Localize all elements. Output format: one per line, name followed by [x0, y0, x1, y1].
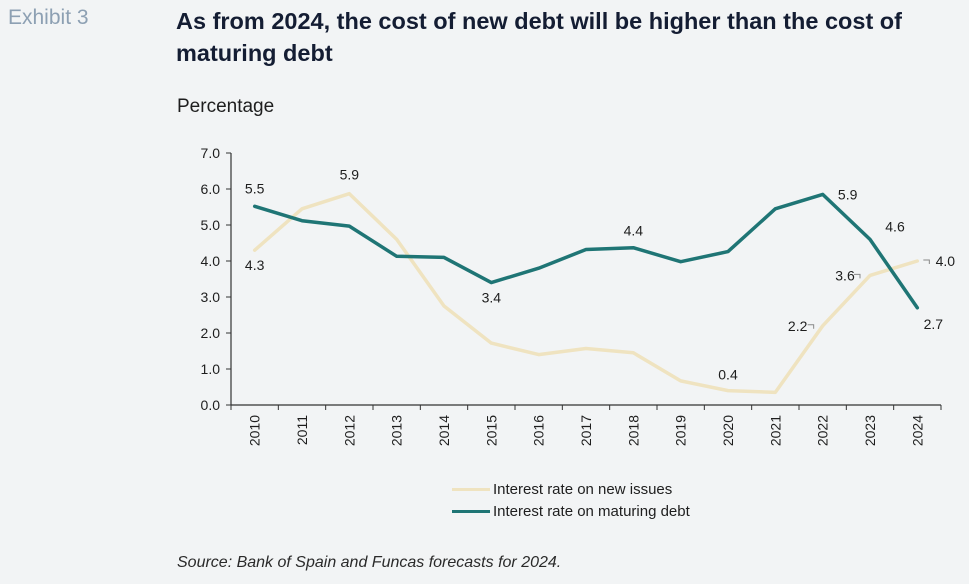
legend: Interest rate on new issues Interest rat… [452, 478, 690, 522]
data-label-new-issues: 4.0 [936, 253, 956, 269]
legend-swatch-new-issues [452, 487, 490, 491]
y-axis-unit-label: Percentage [177, 96, 275, 117]
legend-item-maturing-debt: Interest rate on maturing debt [452, 500, 690, 522]
x-tick-label: 2022 [815, 415, 831, 446]
legend-item-new-issues: Interest rate on new issues [452, 478, 690, 500]
x-tick-label: 2017 [578, 415, 594, 446]
data-label-maturing-debt: 2.7 [924, 316, 944, 332]
x-tick-label: 2021 [767, 415, 783, 446]
data-label-maturing-debt: 4.4 [624, 223, 644, 239]
series-line-new-issues [252, 191, 920, 395]
y-tick-label: 0.0 [201, 397, 221, 413]
data-label-new-issues: 5.9 [340, 167, 360, 183]
label-leader-mark [923, 259, 930, 264]
y-tick-label: 1.0 [201, 361, 221, 377]
y-tick-label: 6.0 [201, 181, 221, 197]
x-tick-label: 2019 [673, 415, 689, 446]
x-tick-label: 2010 [247, 415, 263, 446]
exhibit-label: Exhibit 3 [8, 6, 89, 29]
x-tick-label: 2016 [531, 415, 547, 446]
data-label-maturing-debt: 5.5 [245, 180, 265, 196]
x-tick-label: 2012 [341, 415, 357, 446]
x-tick-label: 2020 [720, 415, 736, 446]
x-tick-label: 2013 [389, 415, 405, 446]
y-tick-label: 2.0 [201, 325, 221, 341]
data-label-new-issues: 3.6 [835, 267, 855, 283]
source-note: Source: Bank of Spain and Funcas forecas… [177, 554, 562, 571]
label-leader-mark [854, 273, 861, 279]
label-leader-mark [807, 324, 815, 329]
series-line-maturing-debt [252, 192, 920, 310]
data-label-maturing-debt: 4.6 [885, 218, 905, 234]
legend-swatch-maturing-debt [452, 509, 490, 513]
data-label-new-issues: 0.4 [718, 367, 738, 383]
x-tick-label: 2018 [625, 415, 641, 446]
data-label-new-issues: 2.2 [788, 318, 808, 334]
data-label-maturing-debt: 3.4 [482, 290, 502, 306]
x-tick-label: 2011 [294, 415, 310, 445]
y-tick-label: 7.0 [201, 145, 221, 161]
y-tick-label: 3.0 [201, 289, 221, 305]
chart-title: As from 2024, the cost of new debt will … [176, 8, 902, 66]
y-tick-label: 4.0 [201, 253, 221, 269]
legend-label-maturing-debt: Interest rate on maturing debt [493, 502, 690, 520]
data-label-new-issues: 4.3 [245, 257, 265, 273]
x-tick-label: 2024 [909, 415, 925, 446]
x-tick-label: 2023 [862, 415, 878, 446]
x-tick-label: 2014 [436, 415, 452, 446]
data-label-maturing-debt: 5.9 [838, 186, 858, 202]
x-tick-label: 2015 [483, 415, 499, 446]
legend-label-new-issues: Interest rate on new issues [493, 480, 673, 498]
y-tick-label: 5.0 [201, 217, 221, 233]
